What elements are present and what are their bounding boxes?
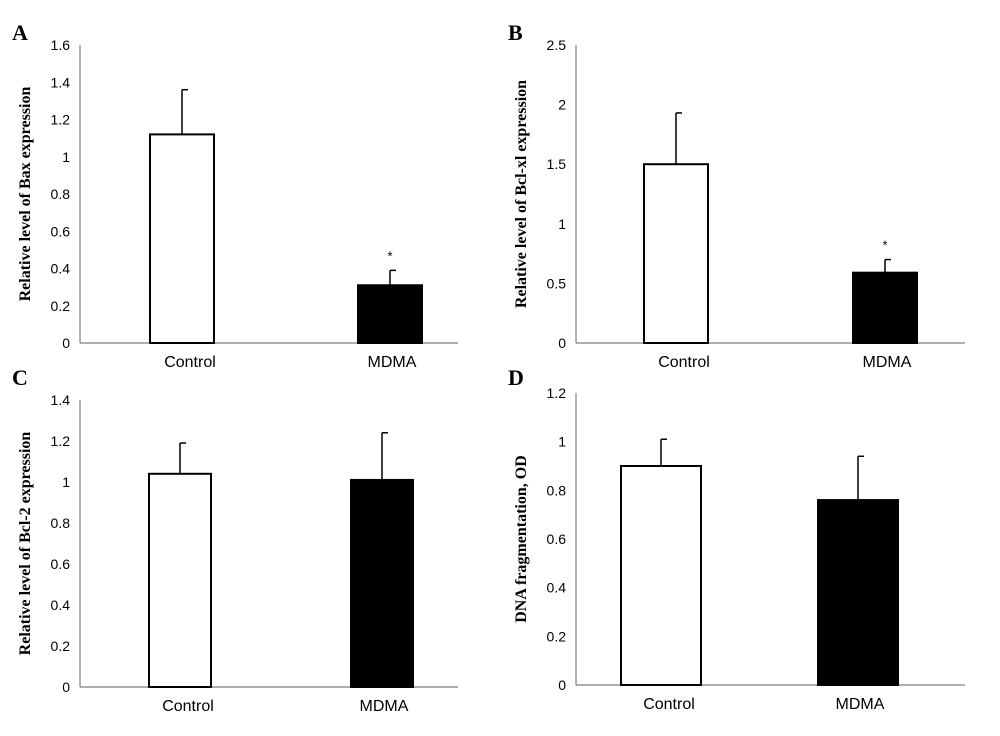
y-tick-label: 2.5: [547, 37, 567, 53]
y-tick-label: 0.6: [51, 223, 71, 239]
panel-letter: C: [12, 365, 28, 390]
y-axis-title: Relative level of Bax expression: [17, 87, 34, 302]
y-tick-label: 0.2: [547, 628, 567, 644]
y-tick-label: 1.6: [51, 37, 71, 53]
y-tick-label: 0: [62, 679, 70, 695]
bar-control: [149, 133, 215, 344]
bar-control: [148, 472, 212, 688]
category-label-mdma: MDMA: [836, 696, 885, 713]
category-label-control: Control: [164, 354, 216, 371]
y-tick-label: 0.8: [51, 515, 71, 531]
bar-control: [620, 465, 702, 686]
bar-mdma: [817, 499, 899, 687]
bar-control: [643, 163, 709, 344]
y-axis-title: DNA fragmentation, OD: [513, 455, 530, 623]
panel-b: B Relative level of Bcl-xl expression 0 0.5…: [508, 20, 965, 371]
category-label-control: Control: [643, 696, 695, 713]
y-tick-label: 1.5: [547, 156, 567, 172]
y-tick-label: 1.4: [51, 392, 71, 408]
panel-letter: B: [508, 20, 523, 45]
y-tick-label: 0.4: [51, 597, 71, 613]
y-tick-label: 1: [62, 149, 70, 165]
category-label-control: Control: [162, 698, 214, 715]
panel-d: D DNA fragmentation, OD 0 0.2 0.4 0.6 0.8 1 1.2 C…: [508, 365, 965, 713]
y-tick-label: 1: [62, 474, 70, 490]
bar-mdma: [350, 478, 414, 689]
panel-c: C Relative level of Bcl-2 expression 0 0.2 0…: [12, 365, 458, 715]
y-axis-title: Relative level of Bcl-2 expression: [17, 432, 34, 656]
y-tick-label: 0.2: [51, 298, 71, 314]
y-tick-label: 0.6: [547, 531, 567, 547]
category-label-control: Control: [658, 354, 710, 371]
bar-mdma: [852, 271, 918, 344]
y-tick-label: 0.6: [51, 556, 71, 572]
y-tick-label: 0.8: [51, 186, 71, 202]
y-tick-label: 0.5: [547, 275, 567, 291]
y-tick-label: 0.4: [51, 261, 71, 277]
y-tick-label: 0.8: [547, 482, 567, 498]
panel-a: A Relative level of Bax expression 0 0.2 0.4…: [12, 20, 458, 371]
y-tick-label: 1.4: [51, 74, 71, 90]
y-tick-label: 1.2: [51, 433, 71, 449]
category-label-mdma: MDMA: [863, 354, 912, 371]
significance-marker: *: [882, 238, 887, 253]
category-label-mdma: MDMA: [368, 354, 417, 371]
y-tick-label: 1: [558, 216, 566, 232]
y-tick-label: 0.4: [547, 580, 567, 596]
panel-letter: A: [12, 20, 28, 45]
y-tick-label: 1: [558, 434, 566, 450]
bar-mdma: [357, 284, 423, 345]
panel-letter: D: [508, 365, 524, 390]
y-tick-label: 2: [558, 97, 566, 113]
y-tick-label: 0: [558, 335, 566, 351]
y-axis-title: Relative level of Bcl-xl expression: [513, 80, 530, 308]
y-tick-label: 1.2: [547, 385, 567, 401]
y-tick-label: 1.2: [51, 112, 71, 128]
category-label-mdma: MDMA: [360, 698, 409, 715]
y-tick-label: 0: [558, 677, 566, 693]
significance-marker: *: [387, 248, 392, 263]
y-tick-label: 0.2: [51, 638, 71, 654]
y-tick-label: 0: [62, 335, 70, 351]
